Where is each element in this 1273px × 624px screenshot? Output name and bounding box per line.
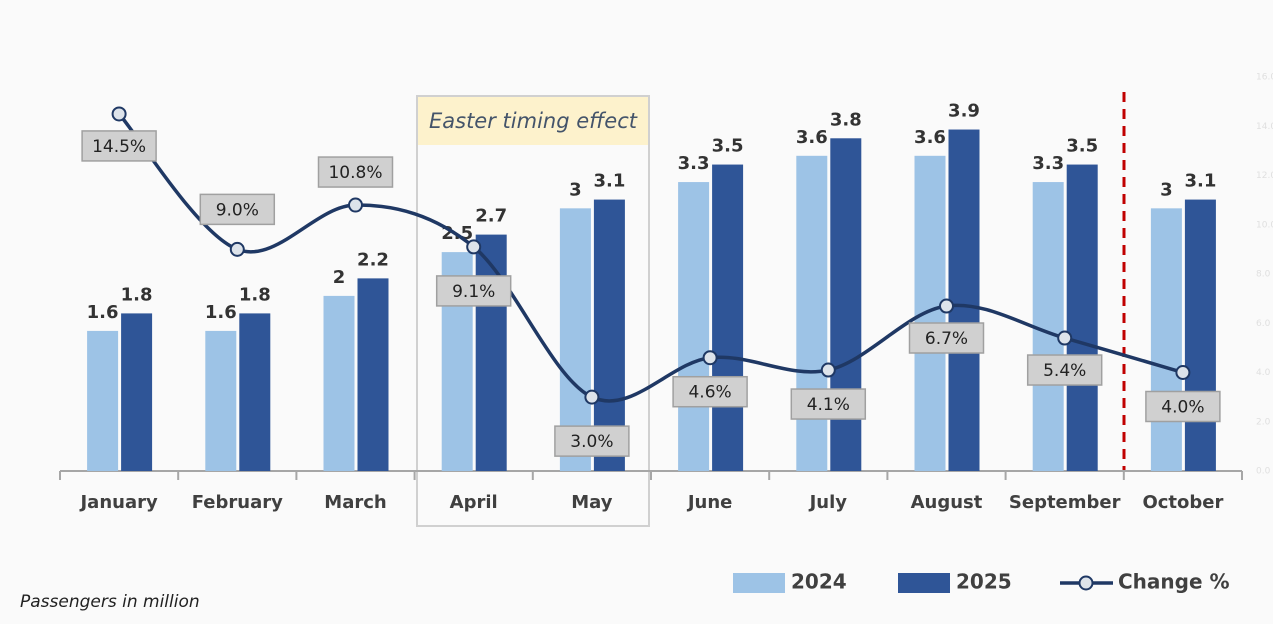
line-point (702, 350, 718, 366)
y2-tick-label: 16.0 (1256, 73, 1273, 83)
line-label-box (81, 130, 157, 162)
line-label-box (1145, 390, 1221, 423)
bar-value-label: 1.6 (87, 302, 119, 323)
y2-tick-label: 8.0 (1256, 270, 1271, 280)
line-label-box (554, 425, 630, 457)
x-tick-label: July (808, 492, 848, 513)
bar-value-label: 1.8 (121, 284, 153, 305)
bar (205, 330, 237, 471)
line-value-label: 4.1% (807, 395, 850, 415)
bar (678, 182, 710, 472)
bar-value-label: 2 (333, 267, 346, 288)
line-point (229, 241, 245, 257)
line-label-box (672, 375, 748, 408)
annotation-header (418, 97, 648, 145)
bar-value-label: 2.2 (357, 249, 389, 270)
x-tick-label: October (1142, 492, 1223, 513)
bar (1184, 199, 1216, 472)
bar (121, 313, 153, 471)
bar-value-label: 3.1 (1184, 171, 1216, 192)
x-tick-label: June (686, 492, 733, 513)
line-label-box (908, 322, 985, 354)
x-tick-label: May (571, 492, 613, 513)
line-label-box (435, 275, 512, 307)
y2-tick-label: 12.0 (1256, 171, 1273, 181)
x-tick-label: January (78, 492, 157, 513)
bar-value-label: 3.5 (1066, 136, 1098, 157)
annotation-box (416, 95, 650, 527)
line-value-label: 6.7% (925, 329, 968, 349)
x-tick-label: September (1009, 492, 1121, 513)
annotation: Easter timing effect (429, 109, 638, 133)
note: Passengers in million (20, 592, 200, 612)
line-value-label: 4.6% (688, 383, 731, 403)
line-value-label: 14.5% (92, 137, 146, 157)
x-tick-label: March (324, 492, 386, 513)
y2-tick-label: 14.0 (1256, 122, 1273, 132)
legend-swatch (733, 573, 785, 593)
line (117, 112, 1184, 403)
legend-label: 2025 (956, 570, 1012, 594)
line-point (348, 197, 363, 213)
bar-value-label: 3.6 (914, 127, 946, 148)
line-point (939, 298, 954, 314)
line-point (1057, 330, 1073, 346)
line-value-label: 10.8% (328, 163, 382, 183)
bar-value-label: 3 (1160, 179, 1173, 200)
bar (830, 138, 862, 472)
bar-value-label: 3.9 (948, 101, 980, 122)
bar (87, 330, 119, 471)
bar (1150, 208, 1182, 472)
line-value-label: 4.0% (1161, 398, 1204, 418)
bar (323, 295, 355, 471)
bar-value-label: 1.8 (239, 284, 271, 305)
y2-tick-label: 2.0 (1256, 417, 1271, 427)
bar (475, 234, 507, 471)
bar-value-label: 3.5 (712, 136, 744, 157)
bar-value-label: 3.8 (830, 109, 862, 130)
line-label-box (317, 156, 394, 188)
y2-tick-label: 6.0 (1256, 319, 1271, 329)
bar (239, 313, 271, 471)
y2-tick-label: 0.0 (1256, 467, 1271, 477)
bar-value-label: 3 (569, 179, 582, 200)
bar (357, 278, 389, 471)
bar-value-label: 3.3 (678, 153, 710, 174)
line-point (1175, 365, 1191, 380)
line-value-label: 9.1% (452, 282, 495, 302)
line-point (584, 389, 600, 405)
x-tick-label: April (450, 492, 498, 513)
line-label-box (199, 193, 276, 226)
bar (914, 155, 946, 472)
bar (948, 129, 980, 472)
bar (712, 164, 744, 472)
bar-value-label: 3.1 (593, 171, 625, 192)
legend-marker (1078, 575, 1094, 591)
line-point (820, 362, 836, 378)
line-value-label: 5.4% (1043, 361, 1086, 381)
bar (1032, 182, 1064, 472)
bar (796, 155, 828, 472)
bar-value-label: 3.3 (1032, 153, 1064, 174)
line-point (111, 106, 127, 122)
x-tick-label: February (192, 492, 283, 513)
bar-value-label: 1.6 (205, 302, 237, 323)
legend-label: 2024 (791, 570, 847, 594)
legend-label: Change % (1118, 570, 1230, 594)
line-value-label: 9.0% (216, 200, 259, 220)
line-label-box (1026, 354, 1103, 386)
bar-value-label: 3.6 (796, 127, 828, 148)
line-label-box (790, 388, 867, 420)
y2-tick-label: 10.0 (1256, 220, 1273, 230)
x-tick-label: August (911, 492, 983, 513)
bar (1066, 164, 1098, 472)
bar-value-label: 2.7 (475, 206, 507, 227)
legend-swatch (898, 573, 950, 593)
line-point (466, 239, 482, 255)
y2-tick-label: 4.0 (1256, 368, 1271, 378)
line-value-label: 3.0% (570, 432, 613, 452)
